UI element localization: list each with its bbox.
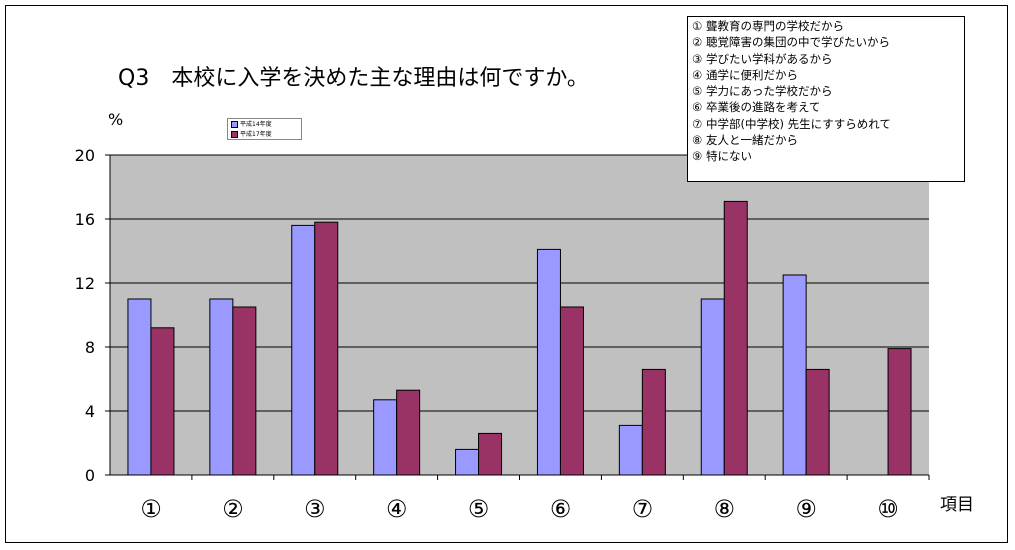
x-tick-label: ⑩ bbox=[877, 495, 899, 523]
bar-series-2 bbox=[641, 368, 666, 476]
x-axis-label: 項目 bbox=[940, 495, 974, 515]
x-tick-label: ⑤ bbox=[468, 495, 490, 523]
x-tick-label: ⑧ bbox=[713, 495, 735, 523]
x-tick-labels: ① ② ③ ④ ⑤ ⑥ ⑦ ⑧ ⑨ ⑩ bbox=[140, 495, 899, 523]
bar-series-1 bbox=[291, 224, 316, 476]
bar-series-2 bbox=[150, 327, 175, 476]
category-notes-box: ① 聾教育の専門の学校だから ② 聴覚障害の集団の中で学びたいから ③ 学びたい… bbox=[687, 16, 965, 182]
y-tick-label: 12 bbox=[75, 274, 95, 293]
x-tick-label: ① bbox=[140, 495, 162, 523]
bar-series-1 bbox=[373, 399, 398, 476]
bar-series-1 bbox=[209, 298, 234, 476]
note-item: ④ 通学に便利だから bbox=[692, 67, 798, 82]
note-item: ⑦ 中学部(中学校) 先生にすすらめれて bbox=[692, 116, 891, 131]
x-tick-label: ⑦ bbox=[632, 495, 654, 523]
note-item: ⑧ 友人と一緒だから bbox=[692, 133, 798, 148]
y-tick-label: 0 bbox=[85, 466, 95, 485]
bar-series-2 bbox=[396, 389, 421, 476]
bar-series-1 bbox=[700, 298, 725, 476]
x-tick-label: ⑨ bbox=[795, 495, 817, 523]
bar-series-2 bbox=[478, 432, 503, 476]
bar-series-1 bbox=[536, 248, 561, 476]
note-item: ① 聾教育の専門の学校だから bbox=[692, 19, 844, 33]
x-tick-label: ⑥ bbox=[550, 495, 572, 523]
note-item: ② 聴覚障害の集団の中で学びたいから bbox=[692, 35, 890, 50]
axes bbox=[109, 155, 930, 480]
y-tick-label: 4 bbox=[85, 402, 95, 421]
bar-series-2 bbox=[559, 306, 584, 476]
legend-item-series-2: 平成17年度 bbox=[231, 130, 272, 139]
bar-series-2 bbox=[805, 368, 830, 476]
y-tick-label: 16 bbox=[75, 210, 95, 229]
bar-series-2 bbox=[314, 221, 339, 476]
bar-series-2 bbox=[723, 200, 748, 476]
bar-series-1 bbox=[618, 424, 643, 476]
x-tick-label: ④ bbox=[386, 495, 408, 523]
note-item: ⑤ 学力にあった学校だから bbox=[692, 84, 833, 99]
bar-series-1 bbox=[782, 274, 807, 476]
bar-series-1 bbox=[455, 448, 480, 476]
y-tick-labels: 0 4 8 12 16 20 bbox=[75, 146, 95, 485]
note-item: ⑨ 特にない bbox=[692, 149, 752, 164]
x-tick-label: ③ bbox=[304, 495, 326, 523]
bar-series-1 bbox=[127, 298, 152, 476]
chart-title: Q3 本校に入学を決めた主な理由は何ですか。 bbox=[118, 66, 589, 91]
legend: 平成14年度 平成17年度 bbox=[227, 118, 302, 140]
y-axis-unit: % bbox=[108, 110, 124, 129]
x-tick-label: ② bbox=[222, 495, 244, 523]
legend-item-series-1: 平成14年度 bbox=[231, 120, 272, 129]
legend-swatch-series-1 bbox=[231, 121, 238, 128]
bar-series-2 bbox=[232, 306, 257, 476]
legend-label-series-1: 平成14年度 bbox=[240, 121, 272, 128]
legend-label-series-2: 平成17年度 bbox=[240, 131, 272, 138]
y-tick-label: 20 bbox=[75, 146, 95, 165]
y-tick-label: 8 bbox=[85, 338, 95, 357]
bars bbox=[127, 200, 912, 476]
bar-series-2 bbox=[887, 348, 912, 476]
note-item: ⑥ 卒業後の進路を考えて bbox=[692, 100, 821, 115]
note-item: ③ 学びたい学科があるから bbox=[692, 51, 833, 66]
legend-swatch-series-2 bbox=[231, 131, 238, 138]
